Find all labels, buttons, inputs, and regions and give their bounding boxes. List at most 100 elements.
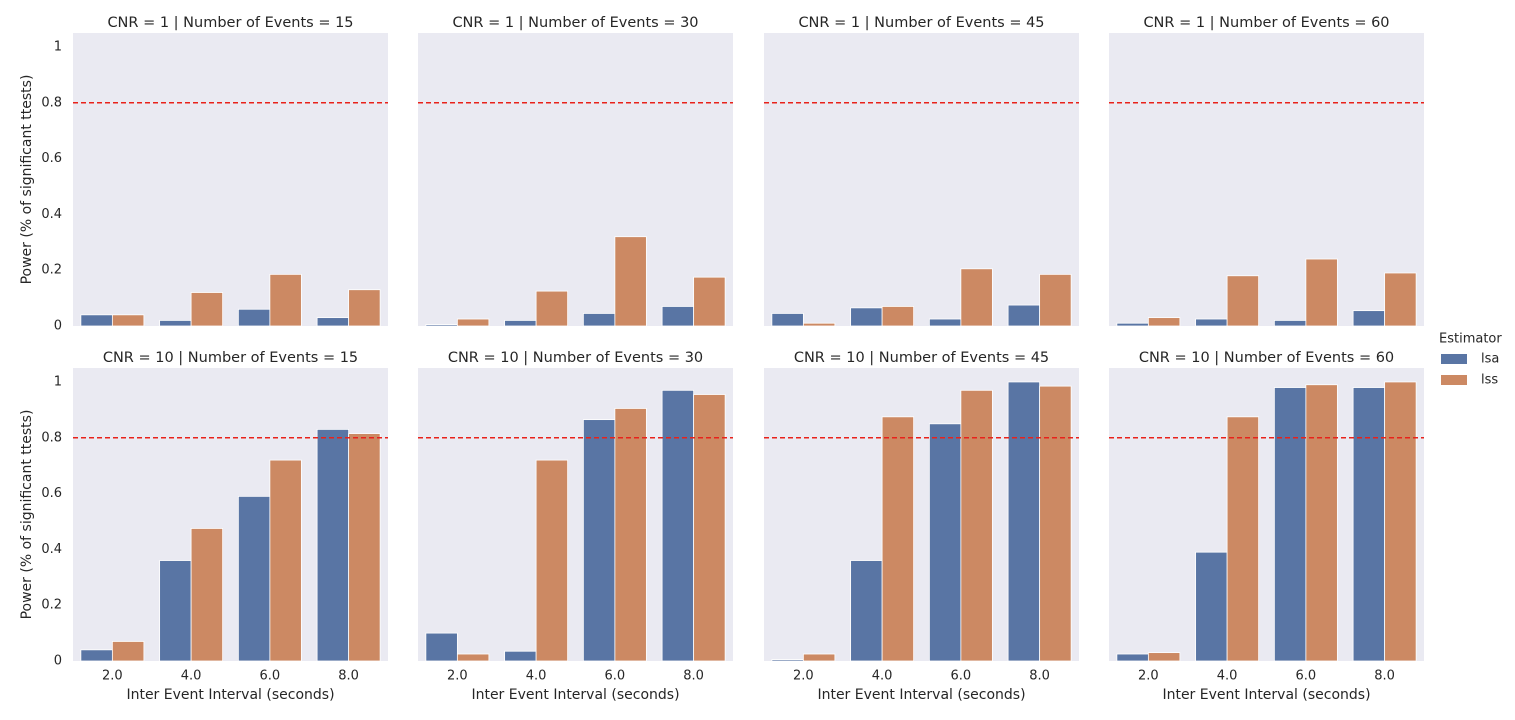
bar xyxy=(1007,304,1041,327)
bar xyxy=(504,320,537,327)
bar xyxy=(771,659,804,662)
bar xyxy=(159,560,192,662)
bar xyxy=(1305,384,1338,662)
panel-title: CNR = 1 | Number of Events = 45 xyxy=(798,15,1044,31)
bar xyxy=(1273,387,1307,662)
bar xyxy=(661,306,695,327)
y-tick-label: 0.6 xyxy=(41,486,62,501)
bar xyxy=(928,423,962,662)
bar xyxy=(111,314,145,327)
panel-title: CNR = 10 | Number of Events = 30 xyxy=(448,350,703,366)
x-tick-label: 8.0 xyxy=(683,669,704,684)
y-tick-label: 0.6 xyxy=(41,151,62,166)
plot-background xyxy=(1109,33,1424,326)
bar xyxy=(802,322,836,327)
bar xyxy=(1116,653,1149,662)
bar xyxy=(1352,387,1386,662)
bar xyxy=(425,632,458,662)
x-axis-label: Inter Event Interval (seconds) xyxy=(817,687,1025,703)
bar xyxy=(771,313,804,327)
bar xyxy=(348,289,381,327)
bar xyxy=(80,649,113,662)
bar xyxy=(504,650,537,662)
bar xyxy=(1195,551,1228,662)
legend-swatch xyxy=(1441,375,1467,385)
bar xyxy=(614,408,647,662)
x-tick-label: 4.0 xyxy=(181,669,202,684)
y-tick-label: 0.8 xyxy=(41,95,62,110)
x-tick-label: 4.0 xyxy=(872,669,893,684)
x-axis-label: Inter Event Interval (seconds) xyxy=(471,687,679,703)
y-tick-label: 1 xyxy=(54,39,62,54)
bar xyxy=(535,459,569,662)
bar xyxy=(80,314,113,327)
y-tick-label: 1 xyxy=(54,374,62,389)
bar xyxy=(1147,317,1181,327)
bar xyxy=(1039,385,1072,662)
bar xyxy=(960,389,993,662)
bar xyxy=(614,236,647,327)
legend-swatch xyxy=(1441,354,1467,364)
x-tick-label: 2.0 xyxy=(447,669,468,684)
x-tick-label: 8.0 xyxy=(1374,669,1395,684)
plot-background xyxy=(73,33,388,326)
bar xyxy=(1273,320,1307,327)
panel-title: CNR = 1 | Number of Events = 30 xyxy=(452,15,698,31)
x-tick-label: 4.0 xyxy=(526,669,547,684)
bar xyxy=(881,416,915,662)
x-tick-label: 6.0 xyxy=(605,669,626,684)
x-tick-label: 6.0 xyxy=(260,669,281,684)
bar xyxy=(1384,381,1417,662)
x-tick-label: 8.0 xyxy=(1029,669,1050,684)
bar xyxy=(1007,381,1041,662)
bar xyxy=(661,389,695,662)
legend-label: lsa xyxy=(1481,352,1499,367)
bar xyxy=(802,653,836,662)
x-tick-label: 6.0 xyxy=(1296,669,1317,684)
plot-background xyxy=(764,33,1079,326)
bar xyxy=(850,307,883,327)
panel-title: CNR = 10 | Number of Events = 60 xyxy=(1139,350,1394,366)
bar xyxy=(928,318,962,327)
bar xyxy=(269,273,302,327)
x-tick-label: 8.0 xyxy=(338,669,359,684)
y-tick-label: 0 xyxy=(54,319,62,334)
x-tick-label: 4.0 xyxy=(1217,669,1238,684)
y-tick-label: 0.4 xyxy=(41,207,62,222)
bar xyxy=(159,320,192,327)
y-tick-label: 0.8 xyxy=(41,430,62,445)
bar xyxy=(237,308,271,327)
bar xyxy=(1384,272,1417,327)
bar xyxy=(1116,322,1149,327)
y-tick-label: 0.2 xyxy=(41,263,62,278)
bar xyxy=(881,306,915,327)
bar xyxy=(190,292,224,327)
bar xyxy=(111,641,145,662)
bar xyxy=(1305,258,1338,327)
bar xyxy=(693,394,726,662)
x-tick-label: 2.0 xyxy=(102,669,123,684)
panel-title: CNR = 10 | Number of Events = 15 xyxy=(103,350,358,366)
bar xyxy=(1147,652,1181,662)
bar xyxy=(237,495,271,662)
y-tick-label: 0.2 xyxy=(41,598,62,613)
x-tick-label: 2.0 xyxy=(1138,669,1159,684)
bar xyxy=(1195,318,1228,327)
bar xyxy=(456,318,490,327)
y-tick-label: 0.4 xyxy=(41,542,62,557)
bar xyxy=(850,560,883,662)
bar xyxy=(1226,275,1260,327)
bar xyxy=(269,459,302,662)
panel-title: CNR = 1 | Number of Events = 60 xyxy=(1143,15,1389,31)
bar xyxy=(1352,310,1386,327)
bar xyxy=(1226,416,1260,662)
x-axis-label: Inter Event Interval (seconds) xyxy=(1162,687,1370,703)
x-tick-label: 2.0 xyxy=(793,669,814,684)
bar xyxy=(425,324,458,327)
bar xyxy=(582,419,616,662)
bar xyxy=(582,313,616,327)
y-axis-label: Power (% of significant ttests) xyxy=(19,75,35,285)
panel-title: CNR = 10 | Number of Events = 45 xyxy=(794,350,1049,366)
plot-background xyxy=(418,33,733,326)
bar xyxy=(316,317,350,327)
